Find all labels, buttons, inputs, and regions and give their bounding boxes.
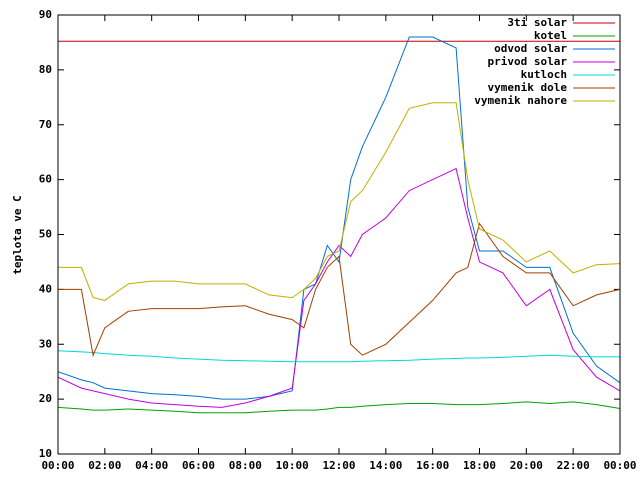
y-tick-label: 70	[39, 118, 52, 131]
x-tick-label: 14:00	[369, 459, 402, 472]
legend-label: odvod solar	[494, 42, 567, 55]
x-tick-label: 12:00	[322, 459, 355, 472]
x-tick-label: 22:00	[557, 459, 590, 472]
x-tick-label: 18:00	[463, 459, 496, 472]
y-axis-label: teplota ve C	[11, 195, 24, 274]
y-tick-label: 90	[39, 8, 52, 21]
x-tick-label: 16:00	[416, 459, 449, 472]
y-tick-label: 10	[39, 447, 52, 460]
plot-border	[57, 14, 621, 455]
legend-label: vymenik nahore	[474, 94, 567, 107]
y-tick-label: 20	[39, 392, 52, 405]
x-tick-label: 04:00	[135, 459, 168, 472]
series-line	[57, 401, 621, 414]
x-tick-label: 02:00	[88, 459, 121, 472]
x-tick-label: 06:00	[182, 459, 215, 472]
y-tick-label: 30	[39, 337, 52, 350]
legend-label: vymenik dole	[488, 81, 568, 94]
legend-label: privod solar	[488, 55, 568, 68]
x-tick-label: 10:00	[276, 459, 309, 472]
series-line	[58, 222, 621, 357]
y-tick-label: 40	[39, 282, 52, 295]
series-line	[58, 102, 621, 301]
series-line	[57, 167, 621, 408]
legend-label: 3ti solar	[507, 16, 567, 29]
y-tick-label: 80	[39, 63, 52, 76]
y-tick-label: 50	[39, 228, 52, 241]
series-line	[57, 350, 620, 363]
x-tick-label: 00:00	[603, 459, 636, 472]
x-tick-label: 08:00	[229, 459, 262, 472]
y-tick-label: 60	[39, 173, 52, 186]
x-tick-label: 00:00	[41, 459, 74, 472]
legend-label: kutloch	[521, 68, 567, 81]
legend-label: kotel	[534, 29, 567, 42]
x-tick-label: 20:00	[510, 459, 543, 472]
